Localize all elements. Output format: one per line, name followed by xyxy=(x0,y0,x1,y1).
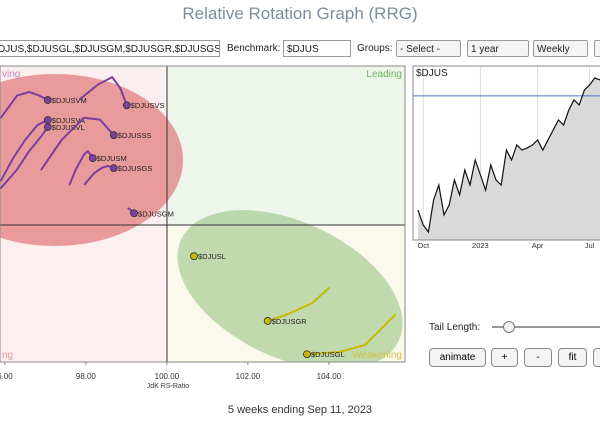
tail xyxy=(0,90,49,119)
tail xyxy=(78,76,128,107)
x-tick-label: 2023 xyxy=(472,241,489,250)
series-label: $DJUSSS xyxy=(118,131,152,140)
symbols-input[interactable]: DJUS,$DJUSGL,$DJUSGM,$DJUSGR,$DJUSGS xyxy=(0,40,220,57)
head xyxy=(122,101,131,110)
rrg-plot: ving Leading ng Weakening $DJUSVM $DJUSVS… xyxy=(0,66,405,362)
head xyxy=(263,317,272,325)
benchmark-input[interactable]: $DJUS xyxy=(283,40,351,57)
animate-button[interactable]: animate xyxy=(429,348,486,367)
series-label: $DJUSGL xyxy=(311,350,345,359)
quadrant-weakening xyxy=(167,225,405,362)
x-tick-label: 100.00 xyxy=(155,372,180,381)
series-label: $DJUSVL xyxy=(52,123,85,132)
tail xyxy=(68,150,94,186)
quadrant-label: Leading xyxy=(366,69,402,80)
x-tick-label: 6.00 xyxy=(0,372,13,381)
x-tick-label: Oct xyxy=(417,241,430,250)
extra-button[interactable] xyxy=(594,40,600,57)
zoom-in-button[interactable]: + xyxy=(491,348,518,367)
head xyxy=(190,252,198,261)
head xyxy=(303,350,311,359)
fit-button[interactable]: fit xyxy=(558,348,587,367)
benchmark-label: Benchmark: xyxy=(227,43,281,54)
series-label: $DJUSVM xyxy=(52,96,87,105)
x-axis-label: JdK RS-Ratio xyxy=(147,383,190,390)
x-tick-label: Apr xyxy=(532,241,544,250)
tail xyxy=(266,287,330,322)
plot-frame xyxy=(0,65,406,363)
series-label: $DJUSGS xyxy=(118,164,153,173)
frequency-select[interactable]: Weekly xyxy=(533,40,588,57)
head xyxy=(43,96,52,104)
slider-handle[interactable] xyxy=(503,321,515,333)
quadrant-label: Weakening xyxy=(352,350,402,361)
quadrant-label: ng xyxy=(2,350,13,361)
tail xyxy=(0,126,49,190)
head xyxy=(43,116,52,124)
x-tick-label: Jul xyxy=(585,241,595,250)
quadrant-lagging xyxy=(0,225,167,362)
head xyxy=(109,131,118,140)
zoom-out-button[interactable]: - xyxy=(524,348,552,367)
price-line xyxy=(417,77,600,234)
x-tick-label: 98.00 xyxy=(76,372,97,381)
highlight-ellipse xyxy=(177,210,403,362)
x-tick-label: 102.00 xyxy=(236,372,261,381)
series-label: $DJUSL xyxy=(198,252,226,261)
price-area xyxy=(418,78,600,240)
price-plot xyxy=(413,66,600,240)
tail xyxy=(40,116,115,171)
tail xyxy=(0,119,49,182)
page-title: Relative Rotation Graph (RRG) xyxy=(182,4,418,23)
groups-select[interactable]: - Select - xyxy=(396,40,461,57)
period-select[interactable]: 1 year xyxy=(467,40,529,57)
quadrant-leading xyxy=(167,66,405,225)
extra-button[interactable] xyxy=(593,348,600,367)
price-frame xyxy=(412,65,600,241)
groups-label: Groups: xyxy=(357,43,393,54)
series-label: $DJUSGR xyxy=(272,317,308,326)
price-title: $DJUS xyxy=(416,68,448,79)
tail xyxy=(305,314,396,356)
tail xyxy=(83,164,115,186)
series-label: $DJUSVS xyxy=(131,101,165,110)
head xyxy=(43,123,52,131)
head xyxy=(88,154,97,163)
tail-length-label: Tail Length: xyxy=(429,322,480,333)
series-label: $DJUSGM xyxy=(138,209,174,218)
caption: 5 weeks ending Sep 11, 2023 xyxy=(227,404,373,416)
x-tick-label: 104.00 xyxy=(317,372,342,381)
series-label: $DJUSVA xyxy=(52,116,85,125)
head xyxy=(130,209,138,218)
head xyxy=(109,164,118,173)
quadrant-label: ving xyxy=(2,69,20,80)
series-label: $DJUSM xyxy=(97,154,127,163)
